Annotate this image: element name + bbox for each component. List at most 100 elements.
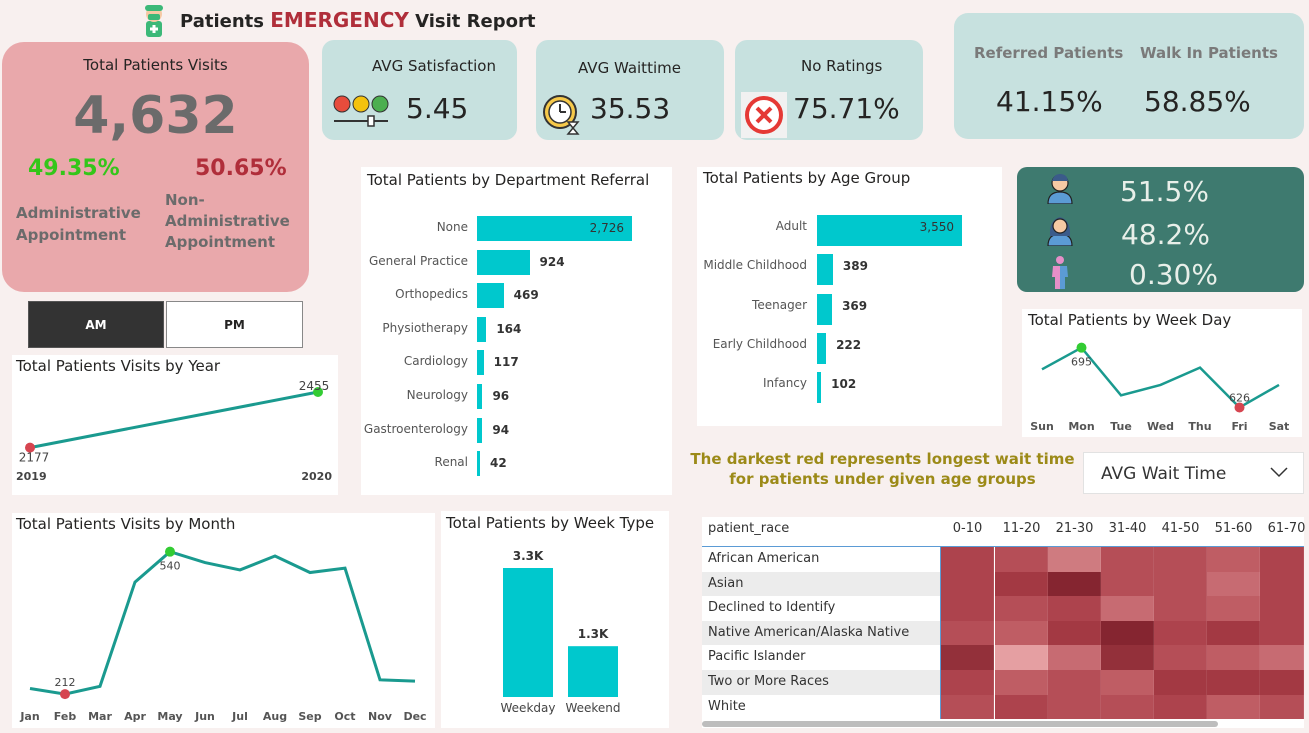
heatmap-cell bbox=[1101, 547, 1154, 572]
bar-category-label: Early Childhood bbox=[712, 336, 807, 351]
heatmap-row-label: Two or More Races bbox=[708, 674, 829, 689]
heatmap-cell bbox=[941, 670, 994, 695]
month-tick-label: Oct bbox=[334, 710, 355, 723]
weekday-data-label: 695 bbox=[1071, 356, 1092, 369]
heatmap-header-divider bbox=[702, 546, 1304, 547]
weekday-card: Total Patients by Week Day Sun 695 Mon Tue W… bbox=[1022, 309, 1302, 437]
heatmap-cell bbox=[1048, 571, 1101, 597]
heatmap-row-label: White bbox=[708, 698, 746, 714]
bar bbox=[477, 216, 632, 241]
bar-value-label: 222 bbox=[836, 337, 862, 352]
heatmap-row-stripe bbox=[702, 670, 940, 695]
heatmap-cell bbox=[1154, 596, 1207, 621]
month-series-line bbox=[29, 550, 416, 696]
no-ratings-value: 75.71% bbox=[793, 92, 900, 125]
week-type-card: Total Patients by Week Type 3.3K Weekday 1… bbox=[441, 511, 669, 728]
department-referral-card: Total Patients by Department Referral No… bbox=[361, 167, 672, 495]
month-tick-label: Nov bbox=[368, 710, 393, 723]
weekday-tick-label: Mon bbox=[1068, 420, 1094, 433]
heatmap-cell bbox=[1260, 620, 1304, 646]
heatmap-cell bbox=[1048, 547, 1101, 572]
heatmap-row-label: Pacific Islander bbox=[708, 649, 806, 665]
wait-time-heatmap: patient_race 0-10 11-20 21-30 31-40 41-50 51-6… bbox=[702, 517, 1305, 728]
month-tick-label: Apr bbox=[124, 710, 146, 723]
month-data-label: 540 bbox=[160, 560, 181, 573]
month-tick-label: Mar bbox=[88, 710, 112, 723]
close-circle-icon bbox=[741, 92, 787, 138]
chevron-down-icon bbox=[1270, 467, 1288, 478]
bar-category-label: Middle Childhood bbox=[703, 258, 807, 273]
heatmap-cell bbox=[1260, 596, 1304, 621]
heatmap-cell bbox=[995, 596, 1048, 621]
metric-dropdown[interactable]: AVG Wait Time bbox=[1083, 452, 1304, 494]
heatmap-cell bbox=[941, 571, 994, 597]
heatmap-row-label: African American bbox=[708, 551, 820, 566]
heatmap-cell bbox=[995, 571, 1048, 597]
am-button[interactable]: AM bbox=[28, 301, 164, 348]
bar-value-label: 3,550 bbox=[919, 220, 954, 234]
heatmap-grid: patient_race 0-10 11-20 21-30 31-40 41-50 51-6… bbox=[702, 517, 1305, 728]
metric-dropdown-value: AVG Wait Time bbox=[1101, 464, 1227, 484]
weekday-point bbox=[1076, 342, 1087, 353]
heatmap-column-header: 61-70 bbox=[1267, 521, 1306, 536]
male-icon bbox=[1047, 174, 1073, 204]
male-pct: 51.5% bbox=[1120, 175, 1209, 208]
gender-card: 51.5% 48.2% 0.30% bbox=[1017, 167, 1304, 292]
heatmap-cell bbox=[995, 670, 1048, 695]
page-title: Patients EMERGENCY Visit Report bbox=[180, 8, 536, 32]
heatmap-cell bbox=[1154, 670, 1207, 695]
heatmap-column-header: 11-20 bbox=[1002, 521, 1041, 536]
avg-satisfaction-value: 5.45 bbox=[406, 92, 469, 125]
title-highlight: EMERGENCY bbox=[270, 8, 409, 32]
heatmap-row-header: patient_race bbox=[708, 521, 790, 536]
week-type-bar bbox=[568, 646, 618, 697]
bar bbox=[477, 384, 483, 409]
bar-value-label: 369 bbox=[842, 298, 868, 313]
bar-value-label: 117 bbox=[493, 355, 519, 370]
heatmap-cell bbox=[1101, 645, 1154, 670]
weekday-tick-label: Tue bbox=[1110, 420, 1132, 433]
weekday-chart: Sun 695 Mon Tue Wed Thu 626 Fri Sat bbox=[1030, 342, 1289, 433]
heatmap-cell bbox=[1207, 645, 1260, 670]
heatmap-column-header: 0-10 bbox=[952, 521, 983, 536]
heatmap-row-label: Asian bbox=[708, 575, 744, 591]
heatmap-cell bbox=[941, 547, 994, 572]
avg-waittime-label: AVG Waittime bbox=[578, 59, 681, 77]
clock-icon bbox=[543, 95, 580, 135]
visits-by-year-title: Total Patients Visits by Year bbox=[16, 357, 221, 375]
week-type-bar bbox=[503, 568, 553, 697]
heatmap-row-stripe bbox=[702, 620, 940, 646]
admin-pct: 49.35% bbox=[28, 156, 120, 181]
total-visits-card: Total Patients Visits 4,632 49.35% 50.65… bbox=[2, 42, 309, 292]
heatmap-row-stripe bbox=[702, 645, 940, 670]
weekday-data-label: 626 bbox=[1229, 391, 1250, 404]
bar-category-label: Neurology bbox=[406, 388, 468, 402]
bar bbox=[817, 215, 962, 246]
weekday-title: Total Patients by Week Day bbox=[1028, 311, 1232, 329]
bar bbox=[477, 316, 487, 342]
year-data-label: 2177 bbox=[19, 451, 50, 465]
bar-value-label: 96 bbox=[492, 389, 510, 403]
bar-category-label: Renal bbox=[434, 455, 468, 470]
year-tick-label: 2019 bbox=[16, 470, 47, 483]
heatmap-cell bbox=[995, 694, 1048, 720]
bar-category-label: Physiotherapy bbox=[382, 320, 468, 335]
bar bbox=[817, 332, 827, 364]
year-point bbox=[313, 387, 323, 397]
heatmap-cell bbox=[1154, 694, 1207, 720]
heatmap-cell bbox=[941, 596, 994, 621]
heatmap-column-header: 21-30 bbox=[1055, 521, 1094, 536]
horizontal-scrollbar[interactable] bbox=[702, 721, 1218, 727]
bar-category-label: Adult bbox=[775, 219, 807, 233]
nonadmin-pct: 50.65% bbox=[195, 156, 287, 181]
bar-value-label: 164 bbox=[496, 321, 522, 336]
female-icon bbox=[1047, 217, 1073, 246]
bar-value-label: 94 bbox=[492, 422, 510, 437]
age-group-bars: Adult 3,550 Middle Childhood 389 Teenager 369… bbox=[697, 167, 1002, 426]
bar-category-label: Gastroenterology bbox=[363, 421, 468, 436]
pm-button[interactable]: PM bbox=[166, 301, 303, 348]
weekday-tick-label: Wed bbox=[1147, 420, 1174, 433]
heatmap-row-stripe bbox=[702, 571, 940, 597]
bar bbox=[817, 293, 833, 325]
referred-value: 41.15% bbox=[996, 85, 1103, 118]
